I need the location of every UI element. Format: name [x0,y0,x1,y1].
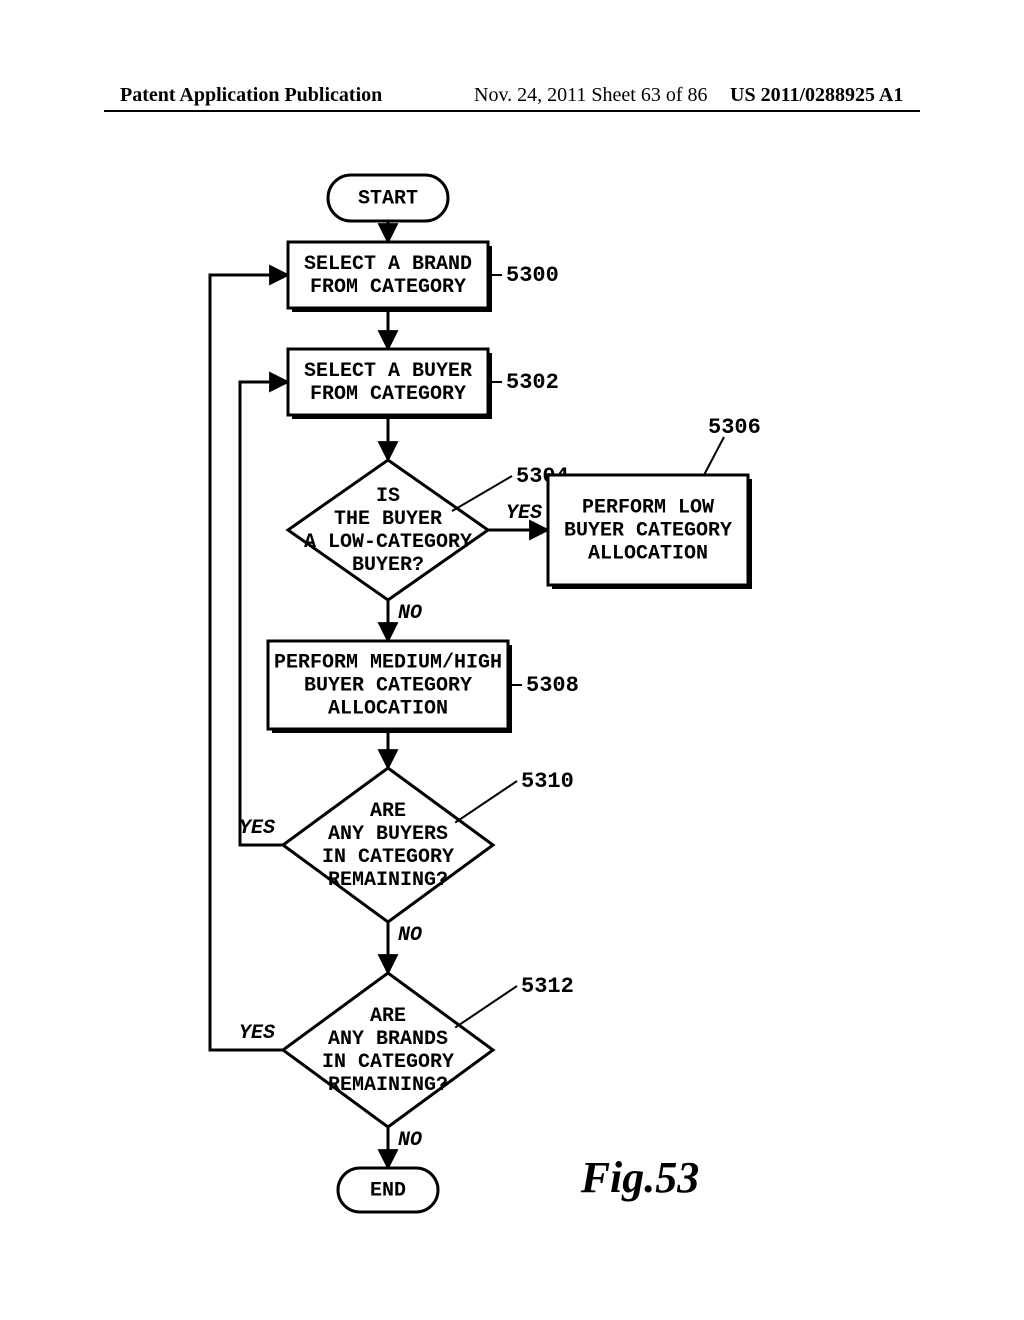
svg-text:YES: YES [506,502,542,525]
svg-text:IS: IS [376,485,400,508]
svg-text:BUYER CATEGORY: BUYER CATEGORY [304,674,472,697]
svg-text:THE BUYER: THE BUYER [334,508,442,531]
svg-text:NO: NO [398,602,422,625]
svg-text:REMAINING?: REMAINING? [328,1074,448,1097]
svg-text:Fig.53: Fig.53 [580,1153,700,1202]
header-patent-number: US 2011/0288925 A1 [730,84,903,107]
svg-text:5300: 5300 [506,263,559,288]
svg-text:A LOW-CATEGORY: A LOW-CATEGORY [304,531,472,554]
svg-text:PERFORM MEDIUM/HIGH: PERFORM MEDIUM/HIGH [274,651,502,674]
svg-text:NO: NO [398,1129,422,1152]
header-publication: Patent Application Publication [120,84,382,107]
svg-text:FROM CATEGORY: FROM CATEGORY [310,276,466,299]
svg-text:NO: NO [398,924,422,947]
svg-text:5308: 5308 [526,673,579,698]
flowchart-svg: YESNOYESNOYESNOSTARTSELECT A BRANDFROM C… [0,160,1024,1320]
svg-text:ARE: ARE [370,1005,406,1028]
svg-text:ANY BRANDS: ANY BRANDS [328,1028,448,1051]
svg-text:BUYER?: BUYER? [352,554,424,577]
svg-text:ALLOCATION: ALLOCATION [328,697,448,720]
svg-text:PERFORM LOW: PERFORM LOW [582,496,714,519]
svg-text:REMAINING?: REMAINING? [328,869,448,892]
svg-text:IN CATEGORY: IN CATEGORY [322,846,454,869]
svg-text:FROM CATEGORY: FROM CATEGORY [310,383,466,406]
svg-text:START: START [358,187,418,210]
svg-text:5310: 5310 [521,769,574,794]
svg-text:YES: YES [239,817,275,840]
svg-text:ALLOCATION: ALLOCATION [588,542,708,565]
svg-text:5302: 5302 [506,370,559,395]
svg-text:SELECT A BRAND: SELECT A BRAND [304,253,472,276]
svg-text:END: END [370,1179,406,1202]
header-rule [104,110,920,112]
header-date-sheet: Nov. 24, 2011 Sheet 63 of 86 [474,84,708,107]
svg-text:ARE: ARE [370,800,406,823]
svg-text:BUYER CATEGORY: BUYER CATEGORY [564,519,732,542]
svg-text:IN CATEGORY: IN CATEGORY [322,1051,454,1074]
svg-text:YES: YES [239,1022,275,1045]
svg-text:SELECT A BUYER: SELECT A BUYER [304,360,472,383]
svg-text:5306: 5306 [708,415,761,440]
svg-text:ANY BUYERS: ANY BUYERS [328,823,448,846]
svg-text:5312: 5312 [521,974,574,999]
